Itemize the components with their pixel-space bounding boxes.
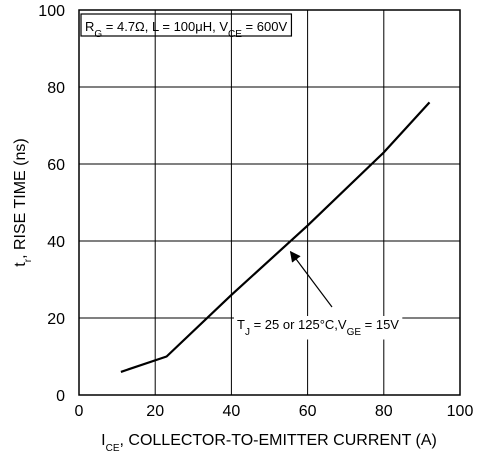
y-tick-label: 60 [47, 157, 65, 174]
conditions-part-2: = 4.7Ω, L = 100μH, V [102, 19, 228, 34]
x-axis-label-part-1: CE [106, 443, 120, 453]
tick-labels: 0 20 40 60 80 100 0 20 40 60 80 100 [38, 3, 473, 420]
x-axis-label: ICE, COLLECTOR-TO-EMITTER CURRENT (A) [101, 432, 437, 453]
y-axis-label-part-1: r [23, 258, 34, 262]
plot-area-frame [78, 9, 461, 396]
x-tick-label: 40 [223, 403, 241, 420]
x-tick-label: 0 [75, 403, 84, 420]
annotation-text: TJ = 25 or 125°C,VGE = 15V [237, 317, 399, 338]
y-tick-label: 80 [47, 80, 65, 97]
conditions-box: RG = 4.7Ω, L = 100μH, VCE = 600V [80, 13, 293, 40]
y-axis-label-part-2: , RISE TIME (ns) [12, 138, 29, 259]
x-tick-label: 80 [375, 403, 393, 420]
conditions-part-4: = 600V [242, 19, 288, 34]
x-tick-label: 100 [447, 403, 474, 420]
x-axis-label-part-2: , COLLECTOR-TO-EMITTER CURRENT (A) [120, 432, 437, 449]
y-tick-label: 100 [38, 3, 65, 20]
conditions-text: RG = 4.7Ω, L = 100μH, VCE = 600V [85, 19, 287, 40]
x-axis-label-part-0: I [101, 432, 105, 449]
annotation-part-3: GE [347, 327, 362, 338]
y-tick-label: 0 [56, 388, 65, 405]
annotation: TJ = 25 or 125°C,VGE = 15V [234, 250, 403, 340]
y-axis-label-part-0: t [12, 262, 29, 267]
y-tick-label: 40 [47, 234, 65, 251]
series-layer [120, 101, 431, 373]
annotation-part-2: = 25 or 125°C,V [250, 317, 347, 332]
annotation-background [234, 316, 403, 340]
annotation-part-0: T [237, 317, 245, 332]
y-tick-label: 20 [47, 311, 65, 328]
conditions-part-3: CE [228, 29, 242, 40]
rise-time-series-line [120, 101, 431, 373]
conditions-part-1: G [94, 29, 102, 40]
y-axis-label: tr, RISE TIME (ns) [12, 138, 34, 266]
annotation-arrow [289, 250, 333, 308]
conditions-part-0: R [85, 19, 94, 34]
annotation-part-4: = 15V [361, 317, 399, 332]
conditions-box-frame [80, 13, 293, 37]
x-tick-label: 20 [146, 403, 164, 420]
x-tick-label: 60 [299, 403, 317, 420]
annotation-part-1: J [245, 327, 250, 338]
